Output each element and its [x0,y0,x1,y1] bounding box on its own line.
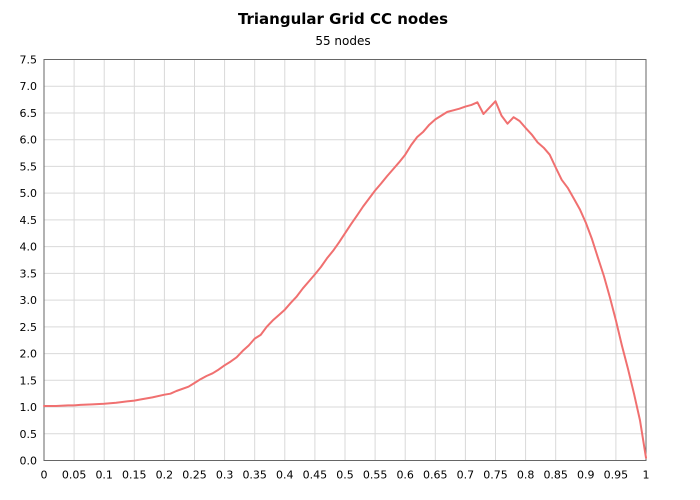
series-line [43,100,647,459]
x-tick-label: 0.05 [62,469,87,482]
x-tick-label: 0.4 [276,469,294,482]
y-tick-label: 6.0 [20,134,38,147]
y-tick-label: 3.0 [20,294,38,307]
x-tick-label: 0.9 [577,469,595,482]
y-tick-label: 3.5 [20,267,38,280]
y-tick-label: 1.0 [20,401,38,414]
x-tick-label: 0.35 [242,469,267,482]
y-tick-label: 1.5 [20,374,38,387]
y-tick-label: 7.0 [20,80,38,93]
x-tick-label: 0.55 [363,469,388,482]
x-tick-label: 0.8 [517,469,535,482]
x-tick-label: 0.95 [604,469,629,482]
y-tick-label: 2.5 [20,321,38,334]
chart-title: Triangular Grid CC nodes [238,10,448,28]
x-tick-label: 0 [41,469,48,482]
y-tick-label: 2.0 [20,348,38,361]
x-tick-label: 0.15 [122,469,147,482]
y-tick-label: 5.0 [20,187,38,200]
grid-lines [43,59,647,461]
x-tick-label: 0.3 [216,469,234,482]
x-tick-label: 0.7 [457,469,475,482]
x-tick-label: 0.65 [423,469,448,482]
x-tick-label: 0.75 [483,469,508,482]
x-tick-label: 0.45 [303,469,328,482]
y-tick-label: 7.5 [20,54,38,67]
y-tick-label: 5.5 [20,160,38,173]
x-tick-label: 0.85 [543,469,568,482]
x-tick-label: 0.6 [396,469,414,482]
y-tick-label: 4.5 [20,214,38,227]
x-tick-label: 0.5 [336,469,354,482]
y-tick-label: 0.0 [20,455,38,468]
x-tick-label: 1 [643,469,650,482]
y-tick-label: 6.5 [20,107,38,120]
x-tick-label: 0.25 [182,469,207,482]
x-tick-label: 0.1 [95,469,113,482]
tick-labels: 0 0.05 0.1 0.15 0.2 0.25 0.3 0.35 0.4 0.45 0.5 0.55… [20,54,650,482]
series-group [43,100,647,459]
plot-area-frame [43,59,647,461]
y-tick-label: 4.0 [20,241,38,254]
y-tick-label: 0.5 [20,428,38,441]
x-tick-label: 0.2 [156,469,174,482]
chart-subtitle: 55 nodes [315,34,370,48]
